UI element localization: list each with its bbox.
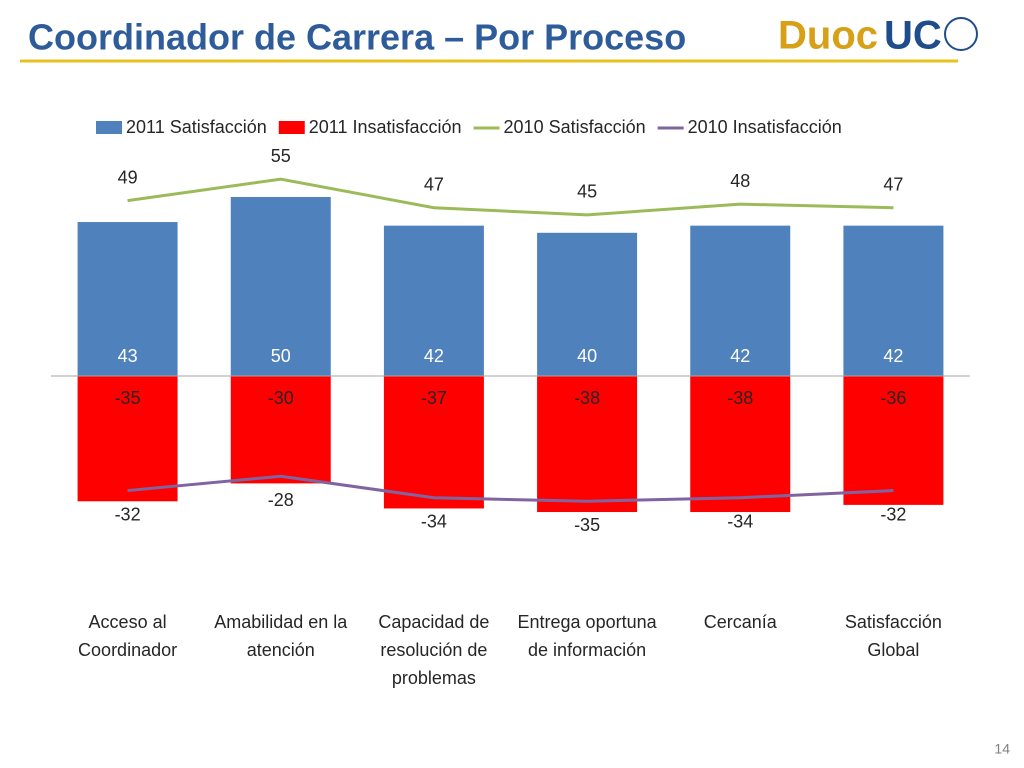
data-label: -32 [880, 504, 906, 524]
bar [383, 225, 484, 376]
data-label: -35 [115, 388, 141, 408]
bar [77, 376, 178, 502]
data-label: -30 [268, 388, 294, 408]
data-label: -38 [574, 388, 600, 408]
bar [537, 232, 638, 376]
bar [77, 222, 178, 376]
x-tick-label: Acceso al Coordinador [78, 612, 178, 660]
bar [230, 376, 331, 484]
page-number: 14 [994, 741, 1010, 757]
x-tick-label: Cercanía [703, 612, 777, 632]
data-label: -34 [727, 511, 753, 531]
data-label: -32 [115, 504, 141, 524]
data-label: 42 [883, 346, 903, 366]
legend-label: 2010 Satisfacción [504, 117, 646, 137]
data-label: -38 [727, 388, 753, 408]
data-label: 47 [424, 174, 444, 194]
data-label: -36 [880, 388, 906, 408]
x-tick-label: Satisfacción Global [844, 612, 942, 660]
data-label: 42 [424, 346, 444, 366]
logo-seal [944, 17, 978, 51]
bar [537, 376, 638, 513]
data-label: 48 [730, 171, 750, 191]
logo-duoc: Duoc [778, 14, 878, 58]
line-series [127, 177, 894, 217]
slide-title: Coordinador de Carrera – Por Proceso [28, 17, 686, 58]
data-label: 42 [730, 346, 750, 366]
data-label: -28 [268, 490, 294, 510]
data-label: 49 [118, 167, 138, 187]
x-tick-label: Capacidad de resolución de problemas [378, 612, 490, 688]
x-tick-label: Amabilidad en la atención [214, 612, 348, 660]
bar [690, 376, 791, 513]
logo-uc: UC [884, 14, 942, 58]
data-label: 45 [577, 182, 597, 202]
legend-swatch [96, 121, 122, 134]
bar [230, 197, 331, 376]
data-label: -34 [421, 511, 447, 531]
bar [843, 376, 944, 505]
line-series [127, 474, 894, 503]
bar [383, 376, 484, 509]
legend-label: 2011 Insatisfacción [309, 117, 462, 137]
data-label: 43 [118, 346, 138, 366]
data-label: 55 [271, 146, 291, 166]
legend-swatch [278, 121, 305, 134]
data-label: -35 [574, 515, 600, 535]
bar [843, 225, 944, 376]
data-label: 40 [577, 346, 597, 366]
data-label: 47 [883, 174, 903, 194]
bar [690, 225, 791, 376]
data-label: 50 [271, 346, 291, 366]
legend-label: 2010 Insatisfacción [688, 117, 842, 137]
legend-label: 2011 Satisfacción [126, 117, 267, 137]
x-tick-label: Entrega oportuna de información [517, 612, 657, 660]
data-label: -37 [421, 388, 447, 408]
